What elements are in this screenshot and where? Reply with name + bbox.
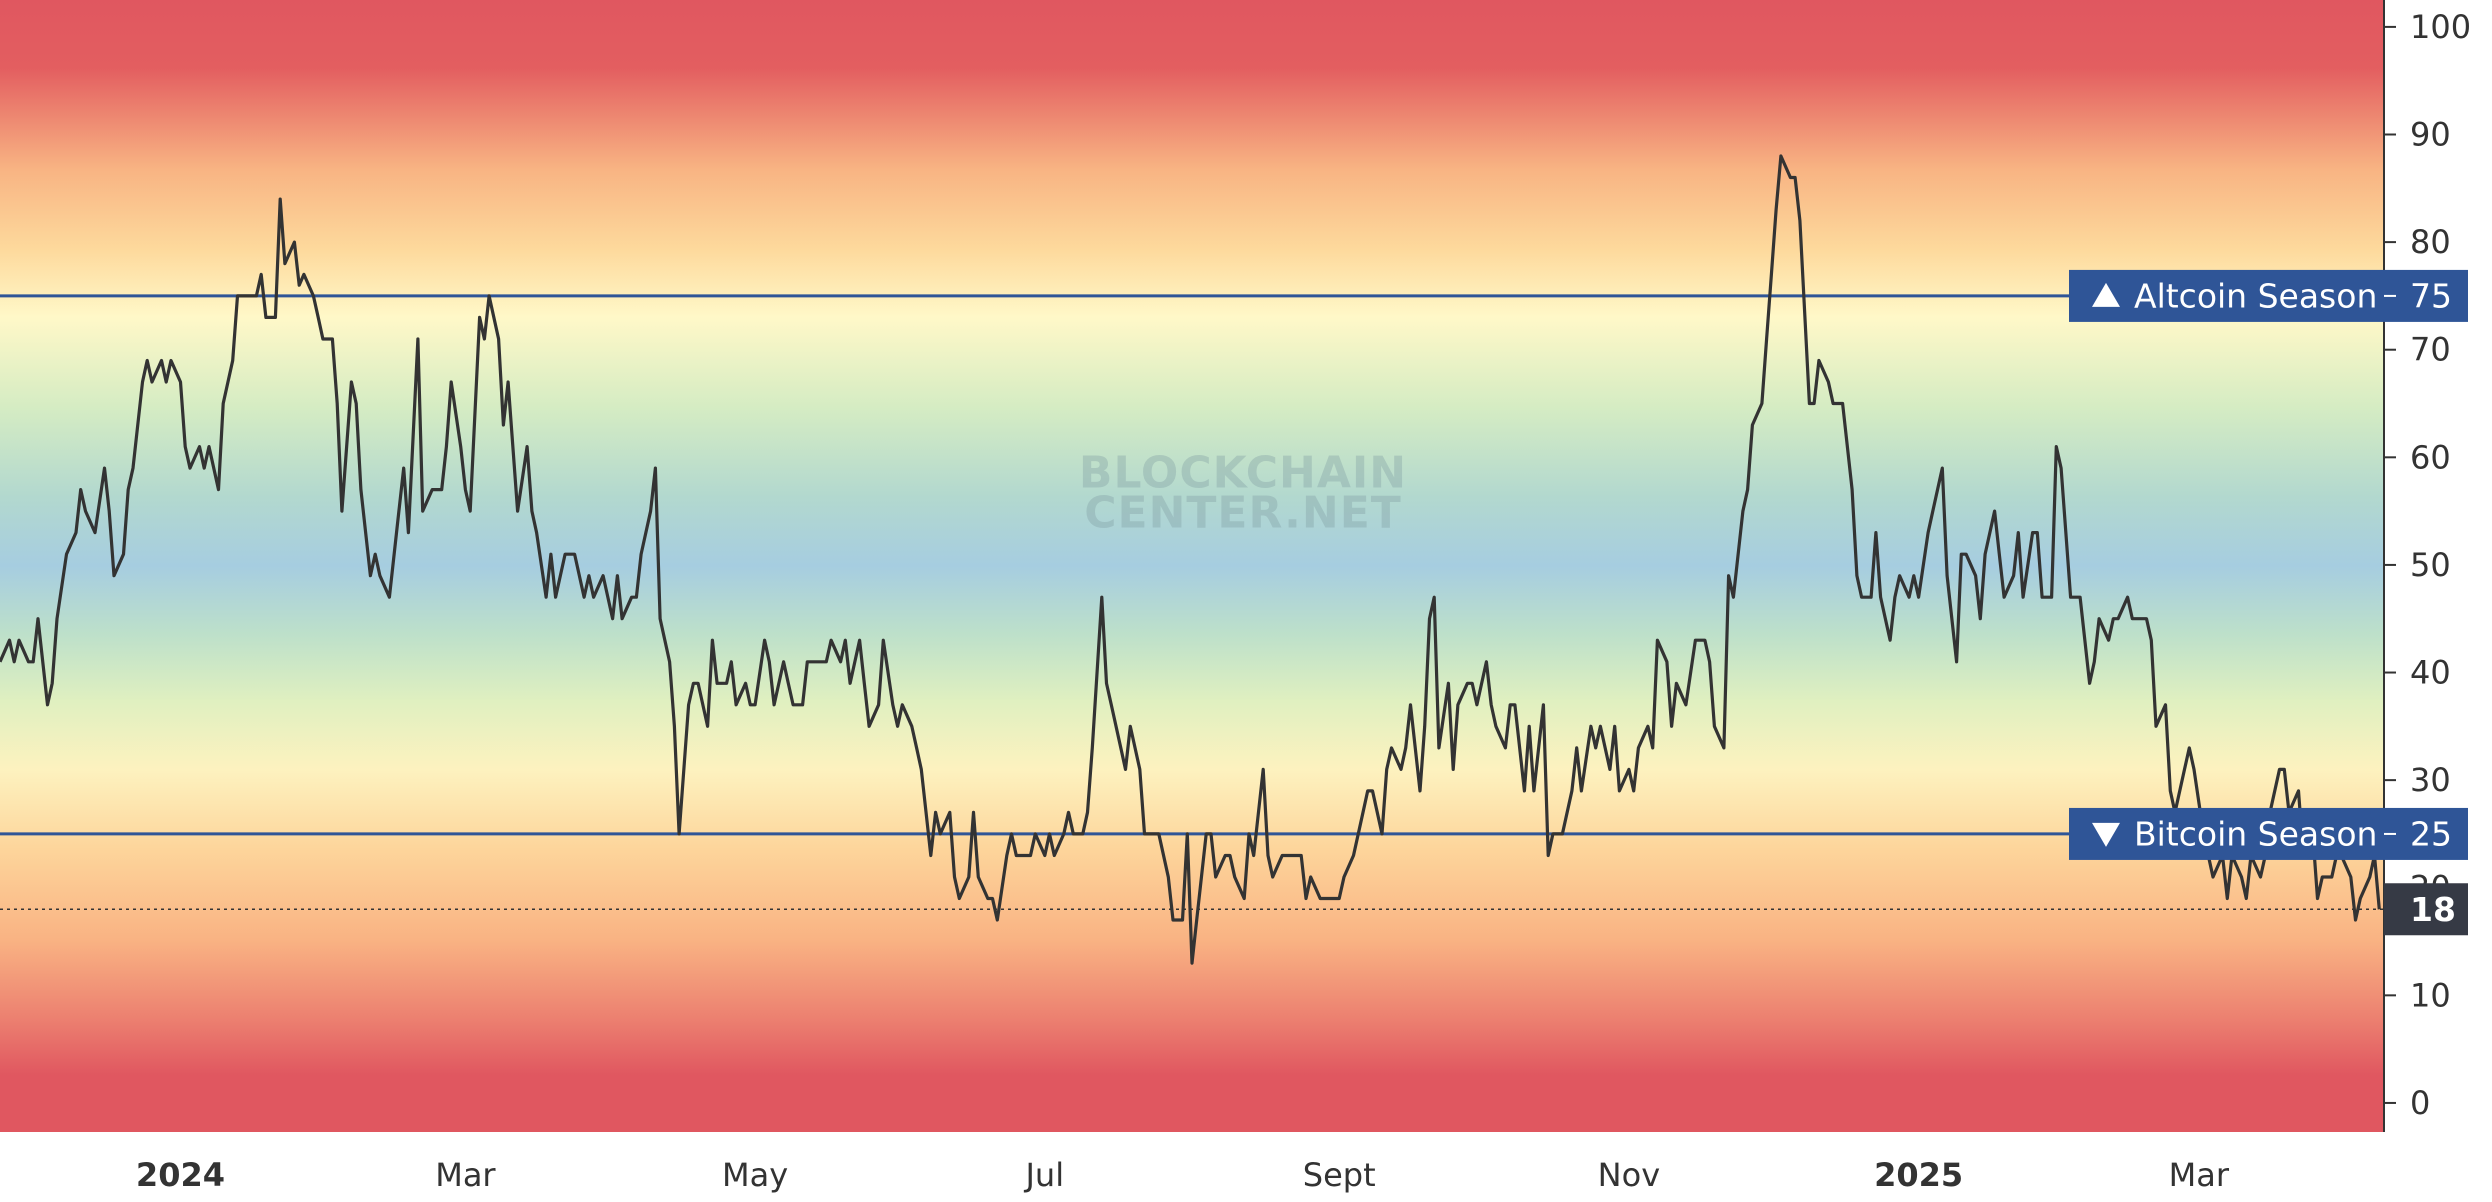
- x-tick-label: 2024: [136, 1156, 225, 1194]
- y-tick-label: 50: [2410, 546, 2451, 584]
- y-tick-label: 80: [2410, 223, 2451, 261]
- reference-arrow: [2092, 822, 2120, 847]
- y-tick-label: 70: [2410, 331, 2451, 369]
- current-value-box: [2384, 883, 2468, 936]
- y-tick-label: 100: [2410, 8, 2471, 46]
- reference-label: Altcoin Season: [2134, 276, 2377, 315]
- x-tick-label: Nov: [1598, 1156, 1660, 1194]
- index-line: [0, 154, 2381, 965]
- y-tick-label: 40: [2410, 654, 2451, 692]
- x-tick-label: Mar: [2169, 1156, 2230, 1194]
- x-tick-label: Jul: [1023, 1156, 1064, 1194]
- reference-label: Bitcoin Season: [2134, 814, 2377, 853]
- watermark: CENTER.NET: [1084, 488, 1402, 539]
- y-tick-label: 10: [2410, 976, 2451, 1014]
- y-tick-label: 90: [2410, 116, 2451, 154]
- y-tick-label: 30: [2410, 761, 2451, 799]
- x-tick-label: May: [722, 1156, 788, 1194]
- y-tick-label: 60: [2410, 438, 2451, 476]
- reference-value: 25: [2410, 814, 2452, 853]
- reference-label-box: [2069, 269, 2468, 322]
- reference-arrow: [2092, 282, 2120, 307]
- watermark: BLOCKCHAIN: [1079, 448, 1407, 499]
- axis-background: [2384, 0, 2492, 1132]
- reference-label-box: [2069, 807, 2468, 860]
- reference-value: 75: [2410, 276, 2452, 315]
- y-tick-label: 0: [2410, 1084, 2430, 1122]
- x-tick-label: Sept: [1303, 1156, 1376, 1194]
- x-tick-label: Mar: [435, 1156, 496, 1194]
- current-value-label: 18: [2410, 890, 2456, 929]
- x-tick-label: 2025: [1874, 1156, 1963, 1194]
